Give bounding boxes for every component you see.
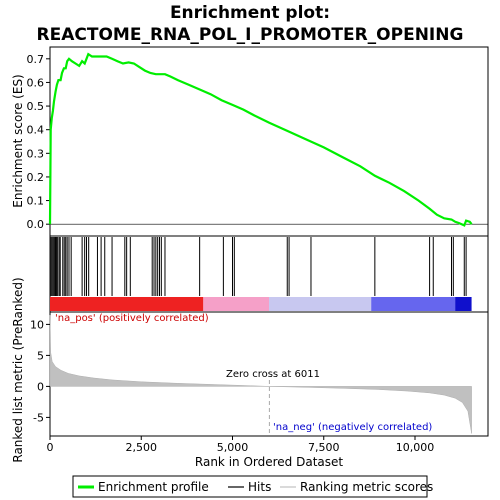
legend-label-ranking: Ranking metric scores bbox=[300, 480, 433, 494]
metric-ytick-label: 0 bbox=[37, 380, 44, 393]
es-yticks: 0.0 0.1 0.2 0.3 0.4 0.5 0.6 0.7 bbox=[27, 53, 50, 231]
es-ytick-label: 0.0 bbox=[27, 218, 45, 231]
metric-xlabel: Rank in Ordered Dataset bbox=[195, 455, 343, 469]
es-ytick-label: 0.1 bbox=[27, 195, 45, 208]
es-ytick-label: 0.7 bbox=[27, 53, 45, 66]
color-bar-segment bbox=[455, 297, 472, 311]
hit-lines bbox=[50, 237, 467, 296]
color-bar-segment bbox=[203, 297, 269, 311]
metric-yticks: 10 5 0 -5 bbox=[30, 318, 50, 424]
metric-xtick-label: 5,000 bbox=[217, 441, 249, 454]
metric-area bbox=[49, 315, 472, 434]
color-bar-segment bbox=[50, 297, 204, 311]
color-bar-segment bbox=[269, 297, 372, 311]
metric-ytick-label: 5 bbox=[37, 349, 44, 362]
es-ytick-label: 0.5 bbox=[27, 100, 45, 113]
es-curve bbox=[48, 52, 473, 227]
chart-title-line1: Enrichment plot: bbox=[170, 3, 330, 23]
metric-ytick-label: -5 bbox=[33, 411, 44, 424]
es-ytick-label: 0.3 bbox=[27, 147, 45, 160]
es-ytick-label: 0.6 bbox=[27, 76, 45, 89]
legend-label-enrichment: Enrichment profile bbox=[98, 480, 209, 494]
metric-panel: 10 5 0 -5 0 2,500 5,000 7,500 10,000 'na_pos' (… bbox=[11, 277, 489, 469]
metric-ytick-label: 10 bbox=[30, 318, 44, 331]
metric-xticks: 0 2,500 5,000 7,500 10,000 bbox=[47, 436, 435, 454]
es-panel: 0.0 0.1 0.2 0.3 0.4 0.5 0.6 0.7 Enrichment scor… bbox=[11, 46, 489, 237]
es-ytick-label: 0.2 bbox=[27, 171, 45, 184]
hits-panel bbox=[49, 235, 489, 313]
legend-label-hits: Hits bbox=[248, 480, 271, 494]
rank-color-bar bbox=[50, 297, 472, 311]
metric-xtick-label: 0 bbox=[47, 441, 54, 454]
legend: Enrichment profile Hits Ranking metric s… bbox=[72, 475, 433, 498]
es-ylabel: Enrichment score (ES) bbox=[11, 74, 25, 207]
neg-label: 'na_neg' (negatively correlated) bbox=[273, 422, 432, 433]
chart-title-line2: REACTOME_RNA_POL_I_PROMOTER_OPENING bbox=[37, 25, 464, 45]
es-ytick-label: 0.4 bbox=[27, 124, 45, 137]
metric-xtick-label: 2,500 bbox=[126, 441, 158, 454]
pos-label: 'na_pos' (positively correlated) bbox=[55, 313, 209, 324]
metric-xtick-label: 10,000 bbox=[396, 441, 435, 454]
legend-box bbox=[72, 475, 428, 498]
metric-ylabel: Ranked list metric (PreRanked) bbox=[11, 277, 25, 462]
color-bar-segment bbox=[371, 297, 456, 311]
zero-cross-label: Zero cross at 6011 bbox=[226, 369, 320, 380]
es-panel-frame bbox=[49, 46, 489, 237]
metric-xtick-label: 7,500 bbox=[308, 441, 340, 454]
